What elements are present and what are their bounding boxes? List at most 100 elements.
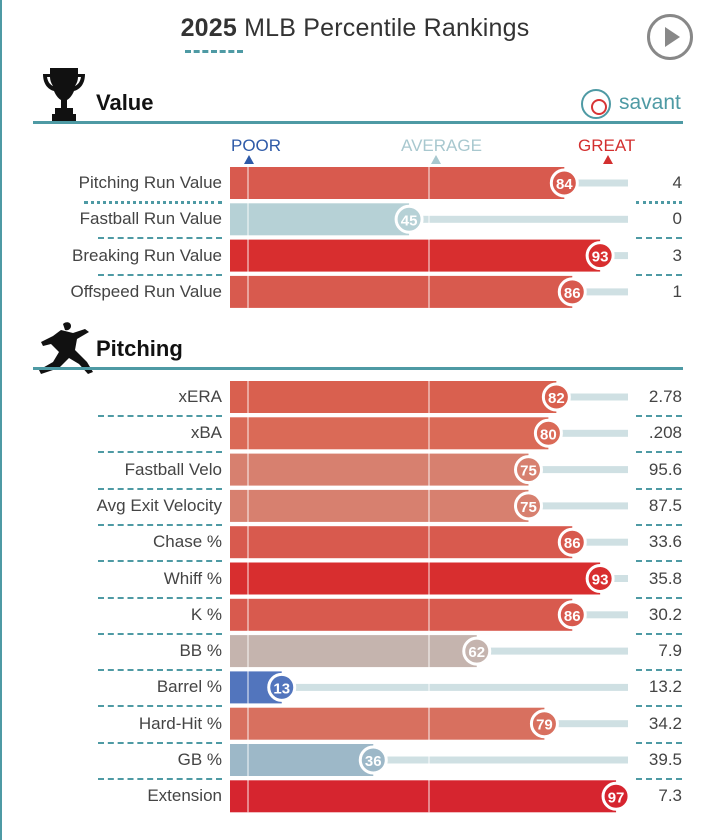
- percentile-bar: [230, 526, 573, 559]
- bar-track: [476, 647, 628, 655]
- row-separator: [98, 523, 222, 526]
- metric-label: Extension: [147, 786, 222, 806]
- row-separator: [636, 705, 682, 708]
- row-separator: [636, 632, 682, 635]
- savant-label: savant: [619, 91, 681, 114]
- legend-great: GREAT: [578, 136, 636, 155]
- baseball-icon: [581, 89, 611, 119]
- legend-average: AVERAGE: [401, 136, 482, 155]
- metric-value: 0: [672, 209, 682, 229]
- title-year: 2025: [180, 14, 237, 42]
- row-separator: [98, 778, 222, 780]
- percentile-circle: [585, 564, 615, 593]
- percentile-label: 13: [273, 680, 290, 697]
- bar-track: [528, 466, 628, 474]
- row-separator: [636, 415, 682, 417]
- percentile-circle: [557, 527, 587, 557]
- percentile-bar: [230, 489, 529, 522]
- row-separator: [98, 632, 222, 635]
- metric-value: 2.78: [648, 387, 682, 406]
- title-underline: [185, 50, 243, 53]
- percentile-label: 36: [365, 753, 382, 770]
- metric-label: Pitching Run Value: [78, 173, 222, 192]
- percentile-circle: [549, 168, 579, 198]
- row-separator: [98, 669, 222, 672]
- percentile-bar: [230, 780, 617, 813]
- metric-value: 7.9: [658, 641, 682, 661]
- metric-label: xERA: [178, 387, 222, 406]
- row-separator: [98, 237, 222, 240]
- metric-value: 3: [672, 245, 682, 265]
- metric-label: xBA: [190, 423, 222, 443]
- row-separator: [636, 741, 682, 744]
- header: 2025 MLB Percentile Rankings: [0, 0, 708, 60]
- percentile-bar: [230, 707, 545, 740]
- row-separator: [636, 778, 682, 780]
- row-separator: [98, 705, 222, 708]
- metric-label: Barrel %: [156, 677, 222, 697]
- trophy-icon: [43, 68, 85, 124]
- row-separator: [636, 560, 682, 563]
- row-separator: [636, 523, 682, 526]
- bar-track: [572, 288, 628, 296]
- metric-value: 34.2: [648, 713, 682, 733]
- metric-label: Fastball Velo: [124, 459, 222, 479]
- percentile-bar: [230, 598, 573, 631]
- percentile-bar: [230, 203, 410, 236]
- row-separator: [98, 560, 222, 563]
- percentile-bar: [230, 275, 573, 308]
- row-separator: [98, 415, 222, 417]
- metric-label: Fastball Run Value: [79, 209, 222, 229]
- metric-value: 87.5: [648, 495, 682, 515]
- row-separator: [636, 201, 682, 204]
- row-separator: [636, 273, 682, 276]
- play-button[interactable]: [647, 14, 693, 60]
- percentile-label: 93: [592, 249, 609, 266]
- percentile-label: 79: [536, 717, 553, 734]
- bar-track: [572, 611, 628, 619]
- percentile-label: 86: [564, 608, 581, 625]
- percentile-bar: [230, 744, 374, 776]
- row-separator: [636, 669, 682, 672]
- percentile-label: 75: [520, 499, 537, 516]
- percentile-circle: [533, 418, 563, 448]
- page-title: 2025 MLB Percentile Rankings: [0, 14, 708, 43]
- pitching-section-rule: [33, 367, 683, 370]
- legend-great-marker: [603, 155, 613, 164]
- legend-poor: POOR: [231, 136, 282, 155]
- percentile-bar: [230, 167, 565, 199]
- metric-label: Breaking Run Value: [72, 245, 222, 265]
- frame-left-border: [0, 0, 2, 840]
- play-icon: [665, 27, 680, 47]
- percentile-label: 86: [564, 285, 581, 302]
- pitching-section-title: Pitching: [96, 336, 183, 361]
- metric-label: K %: [190, 604, 222, 624]
- legend-poor-marker: [244, 155, 254, 164]
- percentile-circle: [557, 277, 587, 307]
- percentile-bar: [230, 239, 601, 272]
- row-separator: [636, 596, 682, 599]
- percentile-circle: [267, 672, 297, 702]
- row-separator: [636, 487, 682, 490]
- percentile-label: 45: [401, 212, 418, 229]
- percentile-bar: [230, 453, 529, 486]
- metric-value: .208: [648, 423, 682, 443]
- bar-track: [373, 756, 628, 764]
- bar-track: [572, 538, 628, 546]
- metric-label: GB %: [177, 750, 222, 769]
- percentile-label: 82: [548, 390, 565, 407]
- percentile-label: 86: [564, 535, 581, 552]
- bar-track: [564, 179, 628, 187]
- value-section-rule: [33, 121, 683, 124]
- legend-average-marker: [431, 155, 441, 164]
- percentile-circle: [514, 491, 543, 521]
- row-separator: [98, 273, 222, 276]
- metric-label: Chase %: [153, 532, 222, 552]
- metric-value: 95.6: [648, 459, 682, 479]
- percentile-label: 84: [556, 176, 573, 193]
- metric-value: 1: [672, 281, 682, 301]
- percentile-circle: [541, 382, 571, 412]
- row-separator: [636, 237, 682, 240]
- percentile-bar: [230, 635, 477, 668]
